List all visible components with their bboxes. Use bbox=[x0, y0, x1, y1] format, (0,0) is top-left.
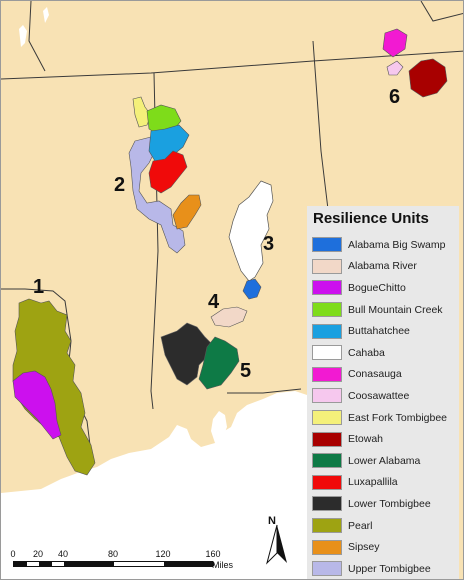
legend-swatch bbox=[312, 280, 342, 296]
legend-label: Conasauga bbox=[348, 368, 402, 381]
legend-swatch bbox=[312, 388, 342, 404]
legend: Resilience Units Alabama Big Swamp Alabam… bbox=[307, 206, 459, 579]
unit-alabama-big-swamp bbox=[242, 278, 262, 300]
lake-south bbox=[43, 7, 49, 23]
unit-pearl bbox=[12, 298, 96, 476]
unit-4-label: 4 bbox=[208, 291, 220, 313]
legend-label: Bull Mountain Creek bbox=[348, 303, 443, 316]
unit-coosawattee bbox=[386, 60, 404, 76]
legend-swatch bbox=[312, 237, 342, 253]
legend-swatch bbox=[312, 258, 342, 274]
legend-item: Luxapallila bbox=[312, 472, 447, 494]
legend-title: Resilience Units bbox=[313, 210, 429, 227]
legend-label: Lower Tombigbee bbox=[348, 497, 431, 510]
legend-item: Sipsey bbox=[312, 536, 447, 558]
legend-swatch bbox=[312, 410, 342, 426]
lake-north bbox=[19, 25, 27, 47]
unit-cahaba bbox=[228, 180, 274, 282]
legend-item: Conasauga bbox=[312, 364, 447, 386]
unit-2-label: 2 bbox=[114, 174, 126, 196]
unit-buttahatchee bbox=[148, 124, 190, 164]
north-arrow-icon bbox=[266, 524, 287, 565]
scale-tick: 40 bbox=[57, 549, 69, 559]
scale-tick: 20 bbox=[32, 549, 44, 559]
legend-swatch bbox=[312, 496, 342, 512]
legend-item: East Fork Tombigbee bbox=[312, 407, 447, 429]
scale-bar: 0 20 40 80 120 160 Miles bbox=[9, 549, 233, 577]
legend-item: BogueChitto bbox=[312, 277, 447, 299]
legend-item: Coosawattee bbox=[312, 385, 447, 407]
legend-label: Luxapallila bbox=[348, 476, 398, 489]
unit-lower-alabama bbox=[198, 336, 240, 390]
scale-unit: Miles bbox=[212, 560, 234, 570]
legend-swatch bbox=[312, 474, 342, 490]
boundary-tn-south bbox=[1, 50, 463, 80]
north-label: N bbox=[268, 515, 276, 527]
legend-label: BogueChitto bbox=[348, 281, 406, 294]
legend-label: Buttahatchee bbox=[348, 325, 410, 338]
legend-label: Lower Alabama bbox=[348, 454, 421, 467]
mobile-bay bbox=[211, 411, 227, 443]
legend-list: Alabama Big Swamp Alabama River BogueChitt… bbox=[312, 234, 447, 579]
legend-item: Etowah bbox=[312, 428, 447, 450]
legend-swatch bbox=[312, 561, 342, 577]
unit-luxapallila bbox=[148, 150, 188, 194]
legend-item: Alabama River bbox=[312, 256, 447, 278]
unit-sipsey bbox=[172, 194, 202, 230]
legend-swatch bbox=[312, 302, 342, 318]
unit-etowah bbox=[408, 58, 448, 98]
legend-item: Alabama Big Swamp bbox=[312, 234, 447, 256]
scale-tick: 120 bbox=[155, 549, 171, 559]
legend-swatch bbox=[312, 431, 342, 447]
legend-item: Bull Mountain Creek bbox=[312, 299, 447, 321]
legend-label: East Fork Tombigbee bbox=[348, 411, 448, 424]
legend-item: Upper Tombigbee bbox=[312, 558, 447, 579]
legend-item: Lower Tombigbee bbox=[312, 493, 447, 515]
unit-alabama-river bbox=[210, 306, 248, 328]
legend-label: Upper Tombigbee bbox=[348, 562, 431, 575]
unit-conasauga bbox=[382, 28, 408, 58]
legend-label: Cahaba bbox=[348, 346, 385, 359]
legend-swatch bbox=[312, 345, 342, 361]
legend-swatch bbox=[312, 453, 342, 469]
legend-swatch bbox=[312, 366, 342, 382]
legend-label: Pearl bbox=[348, 519, 373, 532]
unit-5-label: 5 bbox=[240, 360, 252, 382]
boundary-ne bbox=[420, 1, 463, 22]
scale-tick: 80 bbox=[107, 549, 119, 559]
scale-tick: 160 bbox=[205, 549, 221, 559]
legend-label: Sipsey bbox=[348, 541, 380, 554]
unit-boguechitto bbox=[12, 370, 62, 440]
unit-3-label: 3 bbox=[263, 233, 275, 255]
legend-label: Alabama Big Swamp bbox=[348, 238, 446, 251]
legend-label: Etowah bbox=[348, 433, 384, 446]
unit-lower-tombigbee bbox=[160, 322, 214, 386]
legend-label: Alabama River bbox=[348, 260, 417, 273]
unit-6-label: 6 bbox=[389, 86, 401, 108]
unit-1-label: 1 bbox=[33, 276, 45, 298]
boundary-al-fl bbox=[227, 388, 302, 394]
legend-swatch bbox=[312, 539, 342, 555]
legend-swatch bbox=[312, 323, 342, 339]
scale-tick: 0 bbox=[10, 549, 16, 559]
legend-item: Lower Alabama bbox=[312, 450, 447, 472]
legend-swatch bbox=[312, 518, 342, 534]
gulf-water bbox=[1, 391, 307, 579]
legend-item: Cahaba bbox=[312, 342, 447, 364]
unit-upper-tombigbee bbox=[128, 136, 186, 254]
legend-item: Pearl bbox=[312, 515, 447, 537]
legend-label: Coosawattee bbox=[348, 389, 410, 402]
boundary-nw bbox=[28, 1, 46, 72]
legend-item: Buttahatchee bbox=[312, 320, 447, 342]
scale-bar-graphic bbox=[13, 561, 214, 567]
